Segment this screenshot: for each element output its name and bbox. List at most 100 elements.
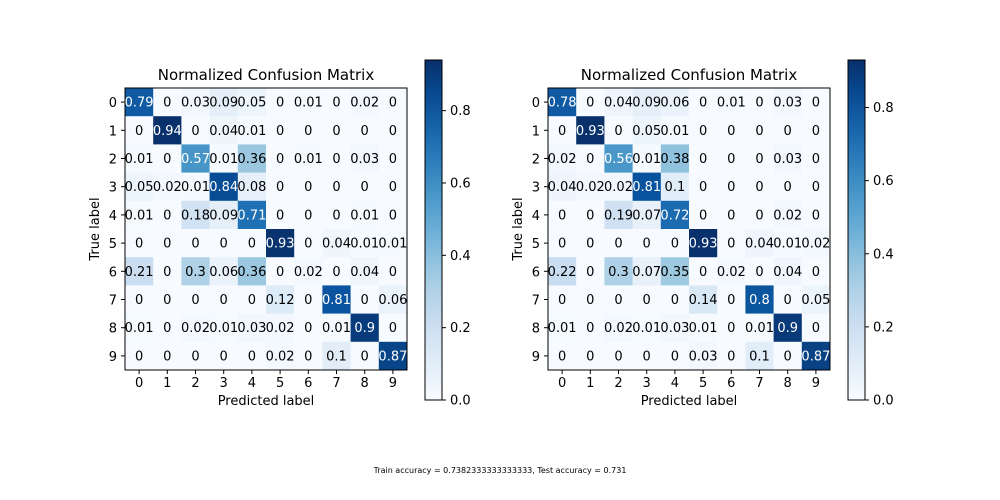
cell-value-label: 0 <box>163 152 171 167</box>
cell-value-label: 0.07 <box>632 265 661 280</box>
heatmap-cell <box>378 313 408 343</box>
cell-value-label: 0.01 <box>632 321 661 336</box>
heatmap-cell <box>689 257 718 286</box>
cell-value-label: 0 <box>671 349 679 364</box>
heatmap-cell <box>350 341 380 371</box>
cell-value-label: 0.08 <box>237 180 266 195</box>
cell-value-label: 0 <box>643 349 651 364</box>
heatmap-cell <box>548 144 577 174</box>
heatmap-cell <box>322 88 352 117</box>
cell-value-label: 0 <box>220 293 228 308</box>
y-tick-label: 1 <box>109 124 117 139</box>
x-tick-label: 6 <box>727 376 735 391</box>
cell-value-label: 0 <box>389 124 397 139</box>
heatmap-cell <box>237 144 267 174</box>
heatmap-cell <box>322 116 352 145</box>
y-tick-label: 5 <box>109 237 117 252</box>
cell-value-label: 0.02 <box>604 321 633 336</box>
cell-value-label: 0.3 <box>185 265 206 280</box>
colorbar <box>424 59 443 401</box>
heatmap-cell <box>237 285 267 315</box>
heatmap-cell <box>237 313 267 343</box>
heatmap-cell <box>378 116 408 145</box>
heatmap-cell <box>125 229 154 258</box>
heatmap-cell <box>181 313 211 343</box>
heatmap-cell <box>745 144 775 174</box>
colorbar-tick-label: 0.6 <box>450 176 471 191</box>
heatmap-cell <box>294 285 323 315</box>
cell-value-label: 0.04 <box>350 265 379 280</box>
cell-value-label: 0.01 <box>350 237 379 252</box>
heatmap-cell <box>125 88 154 117</box>
heatmap-cell <box>632 257 662 286</box>
x-tick-label: 4 <box>671 376 679 391</box>
heatmap-cell <box>237 88 267 117</box>
heatmap-cell <box>181 116 211 145</box>
cell-value-label: 0 <box>304 124 312 139</box>
heatmap-cell <box>604 116 634 145</box>
heatmap-cell <box>717 229 746 258</box>
cell-value-label: 0.01 <box>125 208 154 223</box>
cell-value-label: 0 <box>812 96 820 111</box>
heatmap-cell <box>548 116 577 145</box>
heatmap-cell <box>745 257 775 286</box>
cell-value-label: 0.1 <box>326 349 347 364</box>
heatmap-cell <box>801 144 831 174</box>
cell-value-label: 0 <box>276 180 284 195</box>
cell-value-label: 0 <box>163 321 171 336</box>
cell-value-label: 0.01 <box>181 180 210 195</box>
cell-value-label: 0.07 <box>632 208 661 223</box>
colorbar-tick-label: 0.2 <box>450 321 471 336</box>
heatmap-cell <box>576 341 605 371</box>
heatmap-cell <box>153 257 182 286</box>
heatmap-cell <box>717 313 746 343</box>
cell-value-label: 0.02 <box>604 180 633 195</box>
chart-title: Normalized Confusion Matrix <box>581 66 798 84</box>
cell-value-label: 0 <box>727 208 735 223</box>
heatmap-cell <box>153 341 182 371</box>
cell-value-label: 0 <box>755 96 763 111</box>
cell-value-label: 0.05 <box>237 96 266 111</box>
cell-value-label: 0.01 <box>209 321 238 336</box>
heatmap-cell <box>294 144 323 174</box>
heatmap-cell <box>801 313 831 343</box>
cell-value-label: 0.01 <box>294 152 323 167</box>
cell-value-label: 0 <box>755 152 763 167</box>
cell-value-label: 0 <box>755 124 763 139</box>
cell-value-label: 0.72 <box>660 208 689 223</box>
cell-value-label: 0.36 <box>237 265 266 280</box>
cell-value-label: 0 <box>812 208 820 223</box>
heatmap-cell <box>322 285 352 315</box>
cell-value-label: 0 <box>671 237 679 252</box>
x-tick-label: 5 <box>276 376 284 391</box>
cell-value-label: 0 <box>558 208 566 223</box>
cell-value-label: 0 <box>361 180 369 195</box>
heatmap-cell <box>266 285 295 315</box>
cell-value-label: 0.71 <box>237 208 266 223</box>
cell-value-label: 0 <box>755 180 763 195</box>
heatmap-cell <box>576 229 605 258</box>
cell-value-label: 0 <box>332 124 340 139</box>
cell-value-label: 0.1 <box>749 349 770 364</box>
heatmap-cell <box>266 144 295 174</box>
cell-value-label: 0.8 <box>749 293 770 308</box>
cell-value-label: 0 <box>812 180 820 195</box>
cell-value-label: 0 <box>389 321 397 336</box>
cell-value-label: 0 <box>727 237 735 252</box>
heatmap-cell <box>773 285 803 315</box>
cell-value-label: 0 <box>614 124 622 139</box>
chart-title: Normalized Confusion Matrix <box>158 66 375 84</box>
cell-value-label: 0.03 <box>237 321 266 336</box>
cell-value-label: 0 <box>361 349 369 364</box>
heatmap-cell <box>717 200 746 230</box>
heatmap-cell <box>322 257 352 286</box>
cell-value-label: 0 <box>586 237 594 252</box>
cell-value-label: 0 <box>304 237 312 252</box>
axes-frame <box>547 87 831 371</box>
cell-value-label: 0 <box>614 293 622 308</box>
cell-value-label: 0.05 <box>632 124 661 139</box>
x-tick-label: 0 <box>135 376 143 391</box>
heatmap-cell <box>209 313 239 343</box>
cell-value-label: 0 <box>163 349 171 364</box>
heatmap-cell <box>745 116 775 145</box>
